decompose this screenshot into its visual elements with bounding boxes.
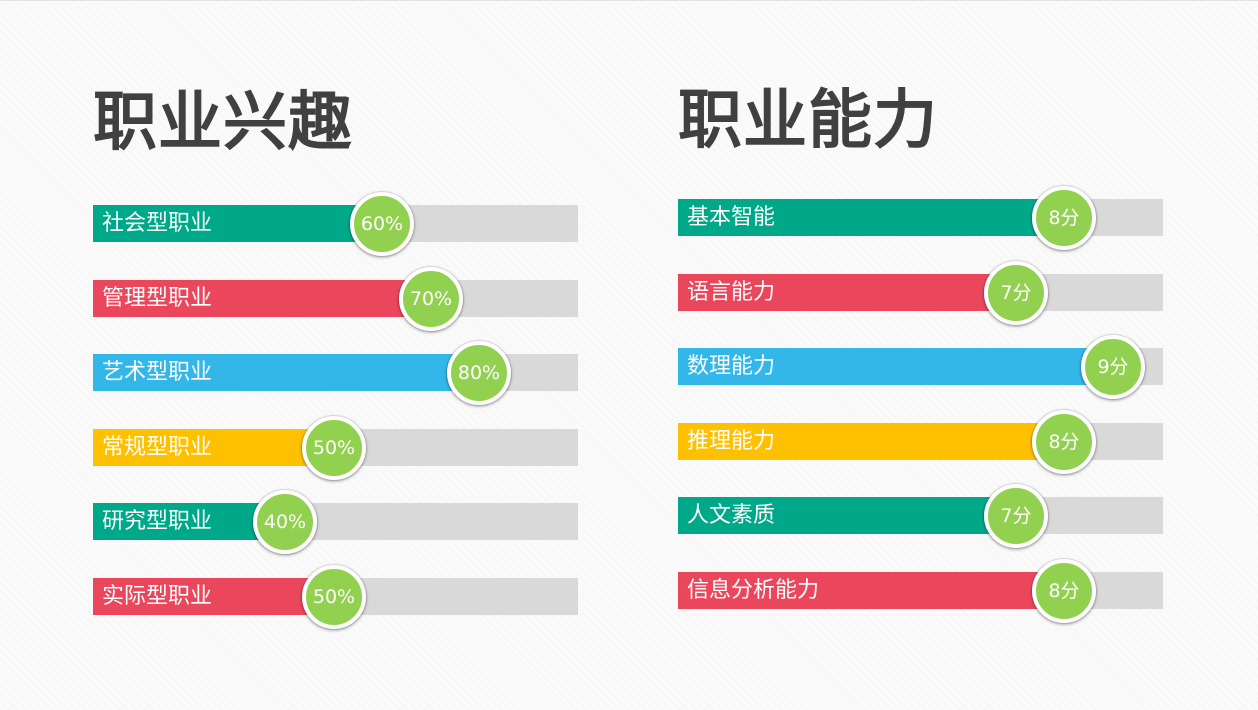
value-bubble: 50% [302,565,366,629]
value-bubble: 7分 [984,484,1048,548]
bar-row: 常规型职业 50% [93,416,578,480]
career-ability-title: 职业能力 [678,84,938,158]
bar-fill [93,429,336,466]
bar-row: 实际型职业 50% [93,565,578,629]
bar-fill [678,497,1018,534]
value-bubble: 8分 [1032,410,1096,474]
value-bubble: 8分 [1032,186,1096,250]
bar-row: 语言能力 7分 [678,261,1163,325]
bar-label: 语言能力 [687,280,776,305]
bar-label: 推理能力 [687,429,776,454]
value-bubble: 8分 [1032,559,1096,623]
bar-label: 基本智能 [687,205,776,230]
bar-fill [93,205,384,242]
value-bubble: 7分 [984,261,1048,325]
bar-fill [93,280,433,317]
value-bubble: 40% [253,490,317,554]
bar-row: 数理能力 9分 [678,335,1163,399]
bar-label: 信息分析能力 [687,578,820,603]
value-bubble: 80% [447,341,511,405]
bar-fill [678,423,1066,460]
bar-label: 常规型职业 [102,435,213,460]
bar-label: 艺术型职业 [102,360,213,385]
bar-label: 实际型职业 [102,584,213,609]
bar-row: 人文素质 7分 [678,484,1163,548]
bar-row: 基本智能 8分 [678,186,1163,250]
bar-label: 研究型职业 [102,509,213,534]
bar-label: 管理型职业 [102,286,213,311]
bar-fill [678,199,1066,236]
bar-fill [678,572,1066,609]
value-bubble: 9分 [1081,335,1145,399]
bar-row: 推理能力 8分 [678,410,1163,474]
career-interest-title: 职业兴趣 [93,86,353,160]
bar-fill [93,354,481,391]
bar-fill [93,578,336,615]
value-bubble: 60% [350,192,414,256]
value-bubble: 50% [302,416,366,480]
bar-fill [678,348,1115,385]
bar-label: 社会型职业 [102,211,213,236]
bar-label: 数理能力 [687,354,776,379]
bar-row: 研究型职业 40% [93,490,578,554]
bar-row: 社会型职业 60% [93,192,578,256]
bar-label: 人文素质 [687,503,776,528]
bar-row: 信息分析能力 8分 [678,559,1163,623]
career-interest-panel: 职业兴趣 社会型职业 60% 管理型职业 70% 艺术型职业 80% 常规型职业 50% 研究型… [93,1,583,701]
value-bubble: 70% [399,267,463,331]
bar-fill [678,274,1018,311]
bar-row: 管理型职业 70% [93,267,578,331]
bar-row: 艺术型职业 80% [93,341,578,405]
career-ability-panel: 职业能力 基本智能 8分 语言能力 7分 数理能力 9分 推理能力 8分 人文素质 7分 信息分析能… [678,1,1168,701]
